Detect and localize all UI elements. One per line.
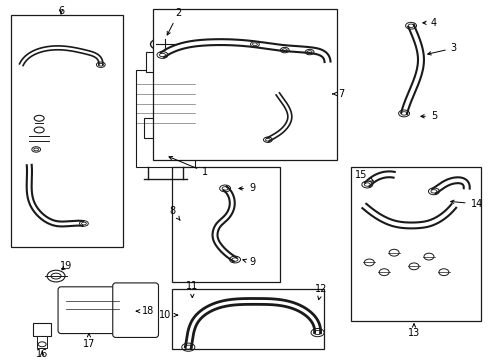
Text: 11: 11 (186, 281, 198, 298)
Bar (152, 9, 337, 160)
Bar (351, 167, 480, 321)
Text: 8: 8 (169, 206, 180, 220)
Text: 5: 5 (420, 111, 436, 121)
Bar (37, 337, 47, 348)
Text: 3: 3 (427, 43, 456, 55)
FancyBboxPatch shape (58, 287, 125, 334)
Text: 13: 13 (407, 324, 419, 338)
Text: 15: 15 (354, 170, 372, 181)
Text: 17: 17 (82, 333, 95, 349)
Text: 2: 2 (167, 8, 181, 35)
Text: 12: 12 (315, 284, 327, 300)
Bar (172, 289, 323, 349)
Bar (145, 52, 185, 72)
Text: 6: 6 (58, 6, 64, 16)
Text: 16: 16 (36, 349, 48, 359)
Text: 10: 10 (159, 310, 177, 320)
Text: 18: 18 (136, 306, 154, 316)
Bar (172, 167, 279, 282)
Bar (33, 323, 51, 337)
Text: 9: 9 (243, 257, 255, 267)
Text: 19: 19 (60, 261, 72, 271)
FancyBboxPatch shape (113, 283, 158, 337)
Text: 14: 14 (450, 199, 482, 209)
Text: 9: 9 (239, 183, 255, 193)
Bar (143, 118, 187, 138)
Bar (135, 69, 195, 167)
Text: 1: 1 (169, 157, 208, 177)
Bar (11, 15, 122, 247)
Text: 4: 4 (422, 18, 436, 28)
Text: 7: 7 (332, 89, 344, 99)
